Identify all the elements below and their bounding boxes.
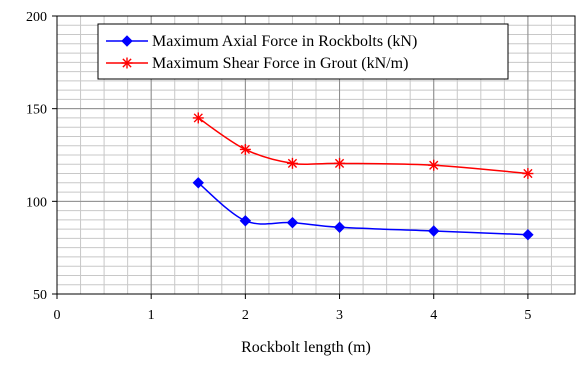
x-tick-label: 0 <box>54 308 61 323</box>
legend-marker <box>121 35 133 47</box>
legend-item-2: Maximum Shear Force in Grout (kN/m) <box>106 55 408 72</box>
legend-box <box>97 23 509 80</box>
x-tick-label: 1 <box>148 308 155 323</box>
data-point <box>192 112 204 124</box>
axis-tick-labels: 0 1 2 3 4 5 50 100 150 200 <box>26 10 531 323</box>
axis-ticks <box>52 15 529 299</box>
y-tick-label: 150 <box>26 103 47 118</box>
data-point <box>239 143 251 155</box>
x-tick-label: 4 <box>430 308 437 323</box>
data-point <box>333 221 346 233</box>
y-tick-label: 100 <box>26 195 47 210</box>
series-1 <box>192 177 534 241</box>
legend-item-1: Maximum Axial Force in Rockbolts (kN) <box>106 33 417 50</box>
data-point <box>192 177 204 189</box>
legend: Maximum Axial Force in Rockbolts (kN) Max… <box>97 23 509 80</box>
data-point <box>522 168 534 180</box>
data-point <box>239 215 252 227</box>
data-point <box>334 157 346 169</box>
x-axis-title: Rockbolt length (m) <box>241 339 371 356</box>
legend-label: Maximum Axial Force in Rockbolts (kN) <box>152 33 417 50</box>
data-point <box>522 228 534 241</box>
data-point <box>286 157 298 169</box>
data-point <box>428 225 440 237</box>
y-tick-label: 200 <box>26 10 47 25</box>
y-tick-label: 50 <box>33 288 47 303</box>
plot-area-border <box>56 15 576 295</box>
legend-marker <box>121 57 133 69</box>
series-2 <box>192 112 534 180</box>
legend-label: Maximum Shear Force in Grout (kN/m) <box>152 55 408 72</box>
data-point <box>428 159 440 171</box>
series-layer <box>192 112 534 241</box>
data-point <box>286 216 299 229</box>
x-tick-label: 5 <box>524 308 531 323</box>
x-tick-label: 2 <box>242 308 249 323</box>
x-tick-label: 3 <box>336 308 343 323</box>
